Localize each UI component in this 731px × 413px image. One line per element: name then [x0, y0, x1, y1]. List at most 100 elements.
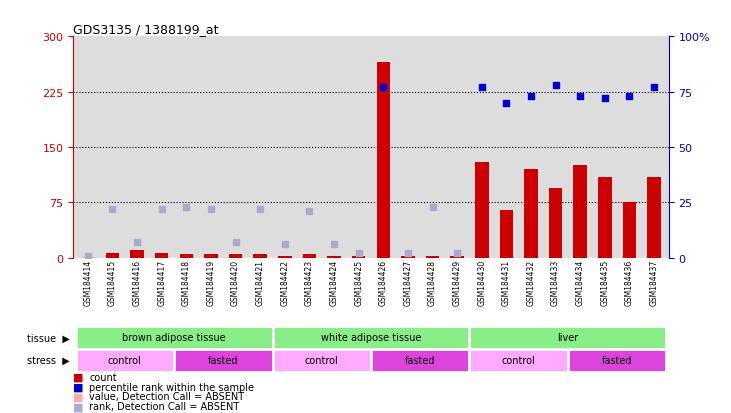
Bar: [130, 251, 144, 258]
Point: [181, 204, 192, 211]
Text: control: control: [305, 355, 338, 366]
Text: GSM184424: GSM184424: [330, 259, 338, 306]
Text: ■: ■: [73, 401, 83, 411]
Bar: [75, 349, 174, 372]
Text: GSM184427: GSM184427: [404, 259, 412, 306]
Text: ■: ■: [73, 372, 83, 382]
Bar: [623, 203, 636, 258]
Text: GSM184420: GSM184420: [231, 259, 240, 306]
Text: GSM184421: GSM184421: [256, 259, 265, 305]
Point: [501, 100, 512, 107]
Text: percentile rank within the sample: percentile rank within the sample: [89, 382, 254, 392]
Bar: [273, 349, 371, 372]
Bar: [573, 166, 587, 258]
Bar: [174, 349, 273, 372]
Text: liver: liver: [557, 332, 578, 343]
Bar: [278, 256, 292, 258]
Bar: [180, 254, 193, 258]
Text: GSM184423: GSM184423: [305, 259, 314, 306]
Text: GSM184435: GSM184435: [600, 259, 610, 306]
Text: GSM184416: GSM184416: [132, 259, 142, 306]
Bar: [229, 254, 243, 258]
Point: [254, 206, 266, 213]
Point: [451, 250, 463, 257]
Point: [624, 93, 635, 100]
Bar: [204, 254, 218, 258]
Bar: [371, 349, 469, 372]
Point: [648, 85, 660, 91]
Text: GDS3135 / 1388199_at: GDS3135 / 1388199_at: [73, 23, 219, 36]
Text: GSM184422: GSM184422: [280, 259, 289, 305]
Bar: [425, 256, 439, 258]
Point: [156, 206, 167, 213]
Point: [328, 242, 340, 248]
Text: brown adipose tissue: brown adipose tissue: [122, 332, 226, 343]
Text: ■: ■: [73, 392, 83, 401]
Text: GSM184425: GSM184425: [355, 259, 363, 306]
Point: [353, 250, 365, 257]
Bar: [75, 326, 273, 349]
Point: [599, 96, 610, 102]
Bar: [469, 349, 568, 372]
Text: GSM184429: GSM184429: [452, 259, 462, 306]
Bar: [598, 177, 612, 258]
Text: white adipose tissue: white adipose tissue: [321, 332, 421, 343]
Bar: [376, 63, 390, 258]
Text: stress  ▶: stress ▶: [27, 355, 69, 366]
Bar: [401, 256, 414, 258]
Text: GSM184431: GSM184431: [502, 259, 511, 306]
Text: GSM184414: GSM184414: [83, 259, 92, 306]
Text: fasted: fasted: [602, 355, 632, 366]
Point: [107, 206, 118, 213]
Text: GSM184430: GSM184430: [477, 259, 486, 306]
Text: GSM184415: GSM184415: [108, 259, 117, 306]
Text: fasted: fasted: [405, 355, 436, 366]
Bar: [155, 254, 169, 258]
Bar: [568, 349, 667, 372]
Point: [303, 209, 315, 215]
Bar: [524, 170, 538, 258]
Bar: [106, 254, 119, 258]
Point: [132, 240, 143, 246]
Text: value, Detection Call = ABSENT: value, Detection Call = ABSENT: [89, 392, 244, 401]
Bar: [475, 162, 488, 258]
Bar: [469, 326, 667, 349]
Bar: [273, 326, 469, 349]
Bar: [450, 256, 464, 258]
Point: [402, 250, 414, 257]
Text: GSM184428: GSM184428: [428, 259, 437, 305]
Text: GSM184418: GSM184418: [182, 259, 191, 305]
Text: control: control: [501, 355, 536, 366]
Point: [550, 83, 561, 89]
Point: [525, 93, 537, 100]
Text: GSM184432: GSM184432: [526, 259, 536, 306]
Text: GSM184436: GSM184436: [625, 259, 634, 306]
Text: GSM184419: GSM184419: [206, 259, 216, 306]
Text: ■: ■: [73, 382, 83, 392]
Text: count: count: [89, 372, 117, 382]
Point: [427, 204, 439, 211]
Point: [377, 85, 389, 91]
Text: GSM184426: GSM184426: [379, 259, 387, 306]
Bar: [499, 210, 513, 258]
Text: control: control: [108, 355, 142, 366]
Point: [279, 242, 291, 248]
Bar: [648, 177, 661, 258]
Bar: [352, 256, 366, 258]
Point: [82, 253, 94, 259]
Bar: [303, 254, 317, 258]
Text: GSM184437: GSM184437: [650, 259, 659, 306]
Bar: [254, 254, 267, 258]
Point: [476, 85, 488, 91]
Text: tissue  ▶: tissue ▶: [26, 332, 69, 343]
Text: GSM184434: GSM184434: [576, 259, 585, 306]
Text: GSM184433: GSM184433: [551, 259, 560, 306]
Point: [205, 206, 217, 213]
Bar: [81, 257, 94, 258]
Bar: [327, 256, 341, 258]
Text: GSM184417: GSM184417: [157, 259, 166, 306]
Text: rank, Detection Call = ABSENT: rank, Detection Call = ABSENT: [89, 401, 240, 411]
Point: [575, 93, 586, 100]
Point: [230, 240, 241, 246]
Bar: [549, 188, 562, 258]
